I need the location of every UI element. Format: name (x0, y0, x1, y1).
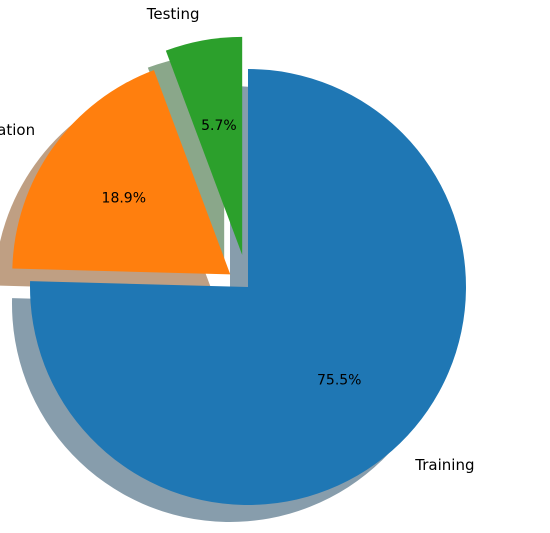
slice-testing (165, 36, 243, 255)
category-label-validation: Validation (0, 121, 35, 139)
label-layer: 75.5% Training 18.9% Validation 5.7% Testing (0, 5, 474, 474)
slice-validation (12, 70, 231, 275)
percent-label-training: 75.5% (317, 373, 361, 389)
category-label-training: Training (414, 456, 474, 474)
slice-training (29, 69, 466, 505)
category-label-testing: Testing (146, 5, 200, 23)
percent-label-testing: 5.7% (201, 118, 237, 134)
slice-layer (12, 36, 466, 505)
percent-label-validation: 18.9% (102, 190, 146, 206)
